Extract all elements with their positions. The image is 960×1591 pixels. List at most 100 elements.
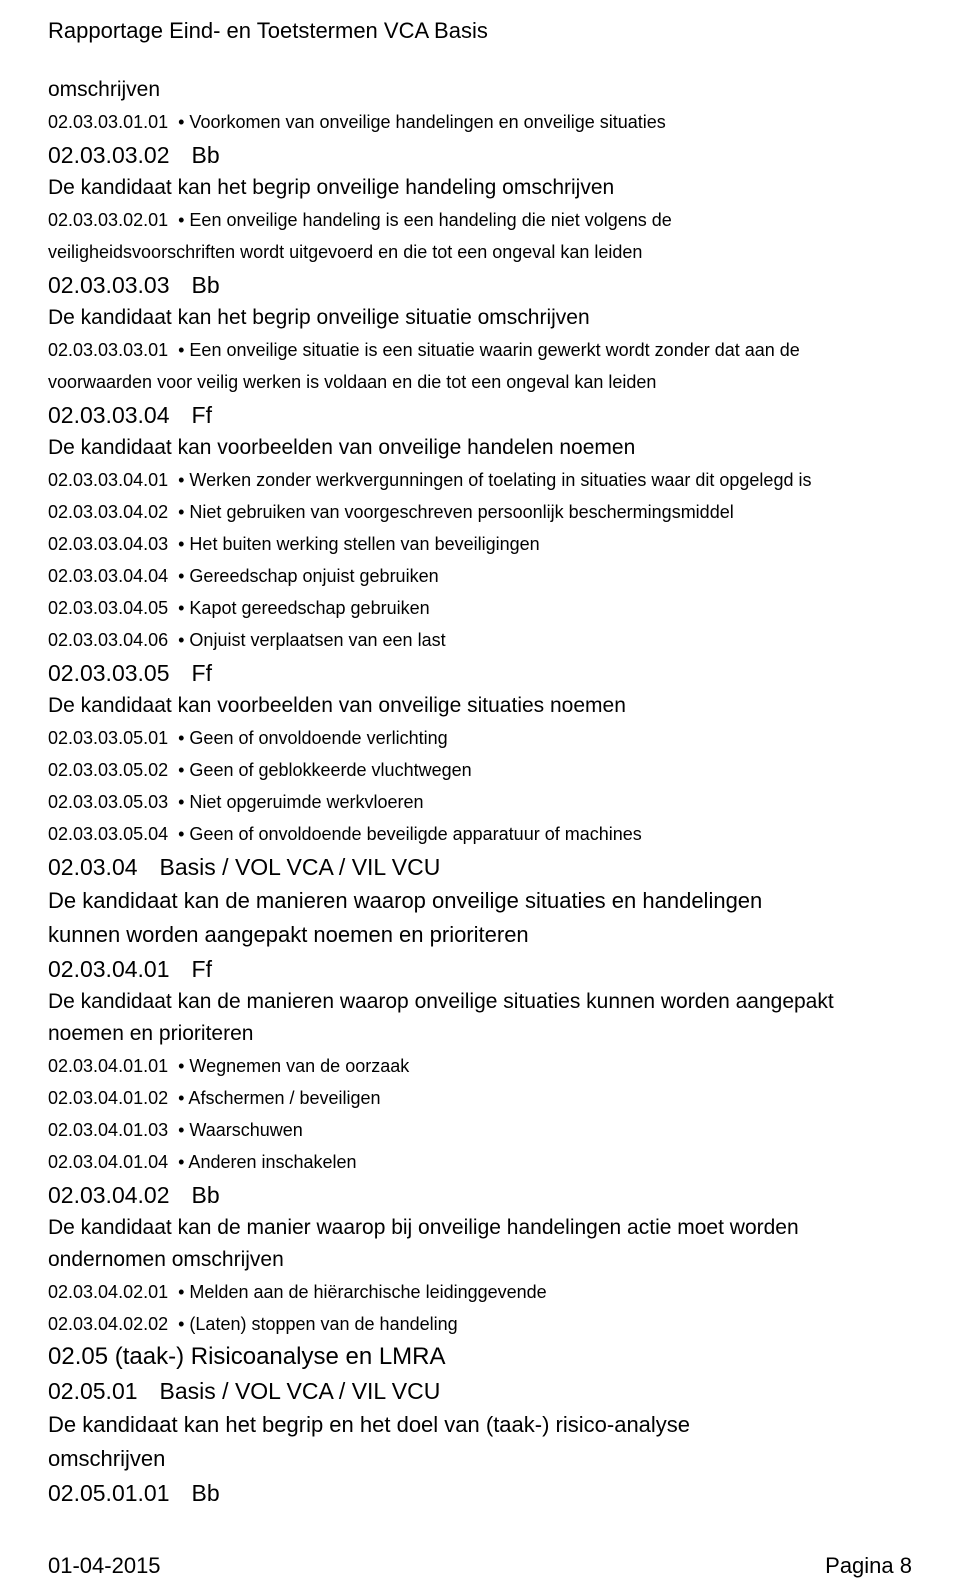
bullet-item: 02.03.03.04.02 • Niet gebruiken van voorg… bbox=[48, 496, 912, 528]
chapter-heading: 02.05 (taak-) Risicoanalyse en LMRA bbox=[48, 1340, 912, 1374]
section-desc: De kandidaat kan het begrip en het doel … bbox=[48, 1408, 912, 1442]
page-header-title: Rapportage Eind- en Toetstermen VCA Basi… bbox=[48, 18, 912, 44]
text: • Waarschuwen bbox=[178, 1120, 303, 1140]
code: 02.03.04.02.02 bbox=[48, 1314, 168, 1334]
subsection-desc: De kandidaat kan het begrip onveilige ha… bbox=[48, 172, 912, 204]
text: • Voorkomen van onveilige handelingen en… bbox=[178, 112, 666, 132]
text: • Het buiten werking stellen van beveili… bbox=[178, 534, 540, 554]
label: Bb bbox=[192, 1182, 220, 1208]
code: 02.03.04 bbox=[48, 854, 138, 880]
bullet-item: 02.03.04.02.01 • Melden aan de hiërarchis… bbox=[48, 1276, 912, 1308]
subsection-heading: 02.03.03.04 Ff bbox=[48, 398, 912, 432]
bullet-item: 02.03.03.02.01 • Een onveilige handeling … bbox=[48, 204, 912, 236]
text: • Een onveilige handeling is een handeli… bbox=[178, 210, 672, 230]
code: 02.03.04.02 bbox=[48, 1182, 170, 1208]
text: • Een onveilige situatie is een situatie… bbox=[178, 340, 800, 360]
code: 02.03.03.04.04 bbox=[48, 566, 168, 586]
code: 02.05.01.01 bbox=[48, 1480, 170, 1506]
subsection-desc: De kandidaat kan het begrip onveilige si… bbox=[48, 302, 912, 334]
bullet-item: 02.03.03.05.01 • Geen of onvoldoende verl… bbox=[48, 722, 912, 754]
subsection-desc: ondernomen omschrijven bbox=[48, 1244, 912, 1276]
code: 02.03.03.02.01 bbox=[48, 210, 168, 230]
code: 02.03.03.04.03 bbox=[48, 534, 168, 554]
text: • Kapot gereedschap gebruiken bbox=[178, 598, 429, 618]
bullet-item: 02.03.04.01.04• Anderen inschakelen bbox=[48, 1146, 912, 1178]
bullet-item: 02.03.03.05.02 • Geen of geblokkeerde vlu… bbox=[48, 754, 912, 786]
subsection-heading: 02.03.04.01Ff bbox=[48, 952, 912, 986]
code: 02.03.03.04.05 bbox=[48, 598, 168, 618]
section-heading: 02.05.01 Basis / VOL VCA / VIL VCU bbox=[48, 1374, 912, 1408]
code: 02.05.01 bbox=[48, 1378, 138, 1404]
code: 02.03.03.05 bbox=[48, 660, 170, 686]
document-page: Rapportage Eind- en Toetstermen VCA Basi… bbox=[0, 0, 960, 1591]
code: 02.03.03.04.02 bbox=[48, 502, 168, 522]
bullet-item: 02.03.04.01.01 • Wegnemen van de oorzaak bbox=[48, 1050, 912, 1082]
label: Basis / VOL VCA / VIL VCU bbox=[160, 1378, 441, 1404]
code: 02.03.04.01.03 bbox=[48, 1120, 168, 1140]
subsection-heading: 02.03.04.02 Bb bbox=[48, 1178, 912, 1212]
code: 02.03.03.05.02 bbox=[48, 760, 168, 780]
text: • Anderen inschakelen bbox=[178, 1152, 356, 1172]
label: Ff bbox=[192, 402, 212, 428]
code: 02.03.03.05.01 bbox=[48, 728, 168, 748]
label: Ff bbox=[192, 956, 212, 982]
section-desc: kunnen worden aangepakt noemen en priori… bbox=[48, 918, 912, 952]
bullet-item: 02.03.04.01.02• Afschermen / beveiligen bbox=[48, 1082, 912, 1114]
text: • Geen of onvoldoende beveiligde apparat… bbox=[178, 824, 642, 844]
text: • Afschermen / beveiligen bbox=[178, 1088, 380, 1108]
code: 02.03.03.03.01 bbox=[48, 340, 168, 360]
text: • (Laten) stoppen van de handeling bbox=[178, 1314, 458, 1334]
code: 02.03.03.05.04 bbox=[48, 824, 168, 844]
code: 02.03.04.01.01 bbox=[48, 1056, 168, 1076]
subsection-desc: De kandidaat kan voorbeelden van onveili… bbox=[48, 690, 912, 722]
subsection-desc: De kandidaat kan de manier waarop bij on… bbox=[48, 1212, 912, 1244]
subsection-desc: noemen en prioriteren bbox=[48, 1018, 912, 1050]
text: • Onjuist verplaatsen van een last bbox=[178, 630, 445, 650]
bullet-item: 02.03.03.05.03 • Niet opgeruimde werkvloe… bbox=[48, 786, 912, 818]
bullet-item: 02.03.03.03.01 • Een onveilige situatie i… bbox=[48, 334, 912, 366]
footer-date: 01-04-2015 bbox=[48, 1553, 161, 1579]
text: • Werken zonder werkvergunningen of toel… bbox=[178, 470, 811, 490]
bullet-item: 02.03.04.02.02 • (Laten) stoppen van de h… bbox=[48, 1308, 912, 1340]
label: Bb bbox=[192, 142, 220, 168]
bullet-item: 02.03.03.04.01 • Werken zonder werkvergun… bbox=[48, 464, 912, 496]
text: • Geen of onvoldoende verlichting bbox=[178, 728, 447, 748]
text: • Niet opgeruimde werkvloeren bbox=[178, 792, 423, 812]
label: Bb bbox=[192, 1480, 220, 1506]
bullet-item: 02.03.03.04.04 • Gereedschap onjuist gebr… bbox=[48, 560, 912, 592]
footer-page: Pagina 8 bbox=[825, 1553, 912, 1579]
subsection-heading: 02.03.03.03Bb bbox=[48, 268, 912, 302]
code: 02.03.03.04.06 bbox=[48, 630, 168, 650]
code: 02.03.04.02.01 bbox=[48, 1282, 168, 1302]
subsection-desc: De kandidaat kan voorbeelden van onveili… bbox=[48, 432, 912, 464]
page-footer: 01-04-2015 Pagina 8 bbox=[0, 1553, 960, 1579]
bullet-item: 02.03.03.05.04 • Geen of onvoldoende beve… bbox=[48, 818, 912, 850]
code: 02.03.03.01.01 bbox=[48, 112, 168, 132]
text: • Gereedschap onjuist gebruiken bbox=[178, 566, 438, 586]
carryover-text: omschrijven bbox=[48, 74, 912, 106]
code: 02.03.03.04.01 bbox=[48, 470, 168, 490]
bullet-item: 02.03.03.04.06 • Onjuist verplaatsen van … bbox=[48, 624, 912, 656]
code: 02.03.03.02 bbox=[48, 142, 170, 168]
code: 02.03.03.03 bbox=[48, 272, 170, 298]
label: Ff bbox=[192, 660, 212, 686]
text: • Melden aan de hiërarchische leidinggev… bbox=[178, 1282, 547, 1302]
code: 02.03.03.05.03 bbox=[48, 792, 168, 812]
subsection-heading: 02.03.03.02 Bb bbox=[48, 138, 912, 172]
bullet-item: 02.03.03.04.05 • Kapot gereedschap gebrui… bbox=[48, 592, 912, 624]
text: • Geen of geblokkeerde vluchtwegen bbox=[178, 760, 472, 780]
bullet-item: 02.03.03.04.03 • Het buiten werking stell… bbox=[48, 528, 912, 560]
label: Basis / VOL VCA / VIL VCU bbox=[160, 854, 441, 880]
bullet-item: 02.03.04.01.03 • Waarschuwen bbox=[48, 1114, 912, 1146]
bullet-continuation: veiligheidsvoorschriften wordt uitgevoer… bbox=[48, 236, 912, 268]
section-heading: 02.03.04 Basis / VOL VCA / VIL VCU bbox=[48, 850, 912, 884]
code: 02.03.03.04 bbox=[48, 402, 170, 428]
subsection-heading: 02.03.03.05 Ff bbox=[48, 656, 912, 690]
subsection-desc: De kandidaat kan de manieren waarop onve… bbox=[48, 986, 912, 1018]
text: • Wegnemen van de oorzaak bbox=[178, 1056, 409, 1076]
text: • Niet gebruiken van voorgeschreven pers… bbox=[178, 502, 734, 522]
subsection-heading: 02.05.01.01 Bb bbox=[48, 1476, 912, 1510]
section-desc: De kandidaat kan de manieren waarop onve… bbox=[48, 884, 912, 918]
section-desc: omschrijven bbox=[48, 1442, 912, 1476]
bullet-item: 02.03.03.01.01 • Voorkomen van onveilige … bbox=[48, 106, 912, 138]
